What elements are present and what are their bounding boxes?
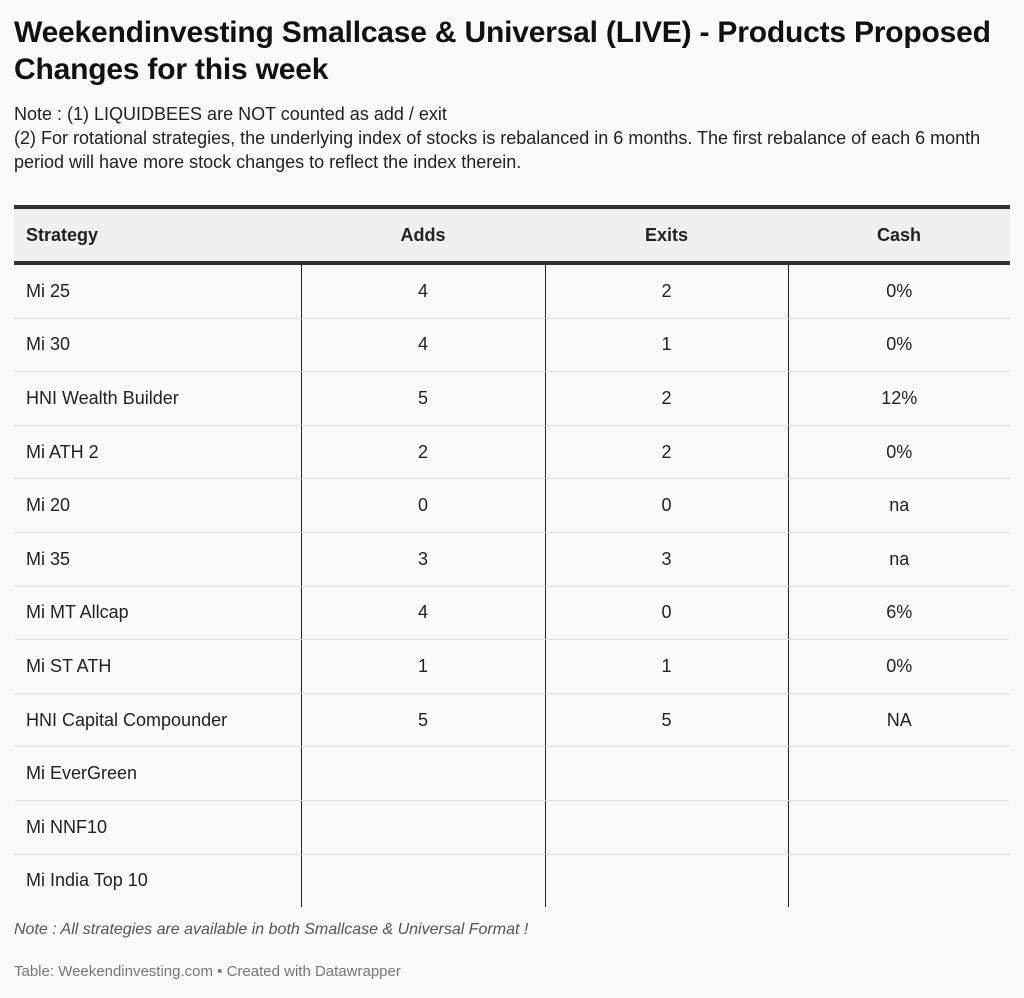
cell-strategy: HNI Capital Compounder [14,693,302,748]
source-credit: Table: Weekendinvesting.com • Created wi… [14,963,401,980]
cell-strategy: Mi 25 [14,263,302,319]
cell-strategy: Mi MT Allcap [14,586,302,641]
table-row: Mi 35 3 3 na [14,532,1010,587]
cell-strategy: Mi EverGreen [14,746,302,801]
cell-exits: 5 [545,693,789,748]
cell-strategy: Mi India Top 10 [14,854,302,908]
table-row: Mi EverGreen [14,746,1010,801]
cell-cash: 6% [788,586,1010,641]
cell-adds: 5 [301,371,546,426]
cell-exits: 1 [545,318,789,373]
cell-exits: 0 [545,478,789,533]
cell-cash [788,854,1010,907]
table-body: Mi 25 4 2 0% Mi 30 4 1 0% HNI Wealth Builder 5 2 12… [14,263,1010,908]
cell-strategy: Mi ATH 2 [14,425,302,480]
cell-cash [788,746,1010,801]
cell-cash: na [788,532,1010,587]
cell-adds: 2 [301,425,546,480]
table-row: HNI Capital Compounder 5 5 NA [14,693,1010,748]
table-row: HNI Wealth Builder 5 2 12% [14,371,1010,426]
note-line: Note : (1) LIQUIDBEES are NOT counted as… [14,104,447,124]
notes: Note : (1) LIQUIDBEES are NOT counted as… [14,102,1010,174]
column-header-strategy[interactable]: Strategy [14,205,301,265]
table-row: Mi ATH 2 2 2 0% [14,425,1010,480]
data-table: Strategy Adds Exits Cash Mi 25 4 2 0% Mi 30 4… [14,205,1010,908]
table-row: Mi NNF10 [14,800,1010,855]
cell-strategy: Mi 35 [14,532,302,587]
cell-cash [788,800,1010,855]
cell-adds [301,854,546,908]
column-header-cash[interactable]: Cash [788,205,1010,265]
cell-cash: NA [788,693,1010,748]
cell-strategy: Mi 20 [14,478,302,533]
cell-adds: 3 [301,532,546,587]
cell-exits: 2 [545,371,789,426]
column-header-exits[interactable]: Exits [545,205,788,265]
cell-adds: 4 [301,586,546,641]
cell-cash: 12% [788,371,1010,426]
cell-exits [545,854,789,908]
cell-strategy: Mi 30 [14,318,302,373]
table-row: Mi MT Allcap 4 0 6% [14,586,1010,641]
cell-adds: 4 [301,263,546,319]
cell-exits [545,800,789,855]
cell-exits: 0 [545,586,789,641]
cell-strategy: Mi ST ATH [14,639,302,694]
table-header: Strategy Adds Exits Cash [14,205,1010,265]
footnote: Note : All strategies are available in b… [14,921,529,938]
cell-adds: 1 [301,639,546,694]
table-row: Mi India Top 10 [14,854,1010,908]
header-row: Strategy Adds Exits Cash [14,205,1010,265]
cell-exits [545,746,789,801]
cell-exits: 1 [545,639,789,694]
cell-cash: na [788,478,1010,533]
column-header-adds[interactable]: Adds [301,205,545,265]
cell-strategy: HNI Wealth Builder [14,371,302,426]
cell-exits: 2 [545,263,789,319]
note-line: (2) For rotational strategies, the under… [14,128,981,172]
table-row: Mi ST ATH 1 1 0% [14,639,1010,694]
cell-adds: 0 [301,478,546,533]
table-row: Mi 20 0 0 na [14,478,1010,533]
chart-title: Weekendinvesting Smallcase & Universal (… [14,16,991,86]
cell-exits: 3 [545,532,789,587]
cell-cash: 0% [788,263,1010,319]
cell-adds [301,800,546,855]
table-row: Mi 25 4 2 0% [14,263,1010,319]
cell-strategy: Mi NNF10 [14,800,302,855]
cell-exits: 2 [545,425,789,480]
cell-adds [301,746,546,801]
table-row: Mi 30 4 1 0% [14,318,1010,373]
cell-adds: 5 [301,693,546,748]
cell-cash: 0% [788,318,1010,373]
cell-adds: 4 [301,318,546,373]
cell-cash: 0% [788,639,1010,694]
cell-cash: 0% [788,425,1010,480]
